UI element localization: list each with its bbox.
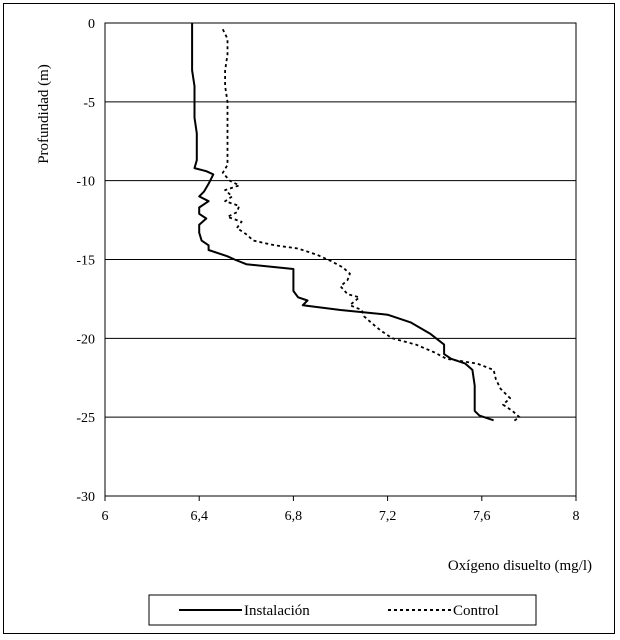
- chart-frame: 0 -5 -10 -15 -20 -25 -30 6 6,4 6,8 7,2 7,6 8 Profun…: [3, 3, 615, 634]
- x-tick-label: 7,6: [473, 509, 491, 524]
- x-tick-labels: 6 6,4 6,8 7,2 7,6 8: [102, 496, 580, 524]
- x-axis-title: Oxígeno disuelto (mg/l): [448, 558, 592, 574]
- x-tick-label: 6,8: [285, 509, 303, 524]
- x-tick-label: 7,2: [379, 509, 397, 524]
- y-axis-title: Profundidad (m): [36, 64, 52, 164]
- y-tick-label: -30: [76, 490, 95, 505]
- x-tick-label: 8: [573, 509, 580, 524]
- y-tick-label: 0: [88, 17, 95, 32]
- x-tick-label: 6,4: [190, 509, 208, 524]
- legend-label-instalacion: Instalación: [244, 603, 310, 619]
- y-tick-label: -25: [76, 411, 95, 426]
- y-tick-label: -20: [76, 332, 95, 347]
- series-lines: [191, 23, 521, 423]
- legend-label-control: Control: [453, 603, 499, 619]
- gridlines: [105, 101, 576, 418]
- legend: Instalación Control: [148, 594, 537, 626]
- plot-area-border: [104, 22, 577, 497]
- series-line-instalacion: [191, 23, 494, 422]
- x-tick-label: 6: [102, 509, 109, 524]
- y-tick-label: -5: [83, 96, 95, 111]
- y-tick-label: -15: [76, 254, 95, 269]
- series-line-control: [221, 28, 521, 423]
- y-tick-labels: 0 -5 -10 -15 -20 -25 -30: [76, 17, 95, 505]
- y-tick-label: -10: [76, 175, 95, 190]
- chart-svg: 0 -5 -10 -15 -20 -25 -30 6 6,4 6,8 7,2 7,6 8 Profun…: [36, 17, 592, 626]
